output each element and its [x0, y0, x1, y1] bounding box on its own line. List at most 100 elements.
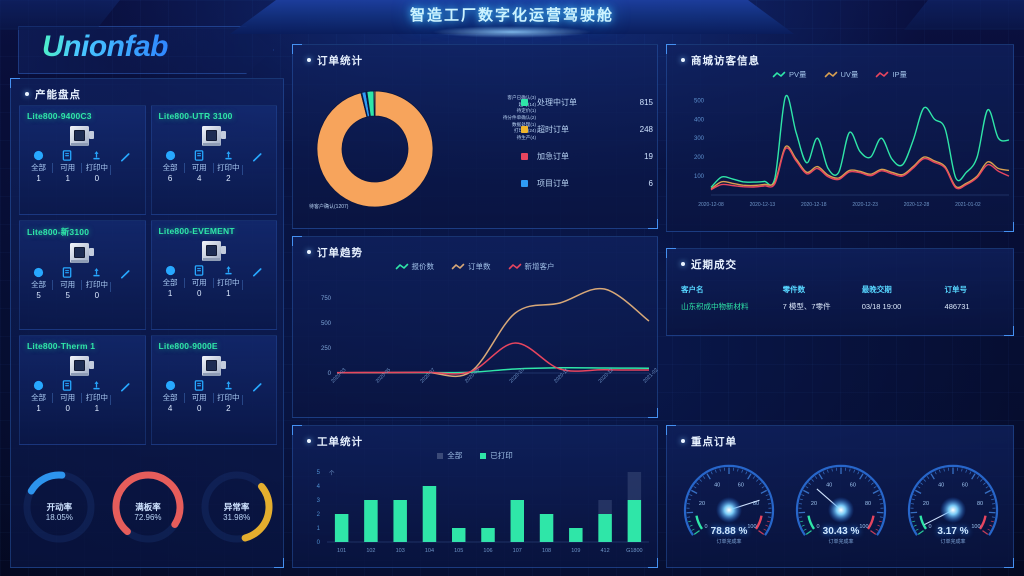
gauge-tick — [939, 469, 941, 473]
stat-all: 全部 6 — [156, 150, 185, 183]
gauge-tick — [688, 520, 692, 523]
bar-printed[interactable] — [393, 500, 407, 542]
stat-printing-label: 打印中 — [85, 280, 109, 289]
machine-card[interactable]: Lite800-9400C3 全部 1 可用 1 打印中 0 — [19, 105, 146, 215]
y-tick-label: 4 — [317, 484, 321, 490]
machine-card[interactable]: Lite800-Therm 1 全部 1 可用 0 打印中 1 — [19, 335, 146, 445]
gauge-tick — [747, 473, 752, 480]
stat-all-value: 4 — [167, 404, 173, 413]
bar-printed[interactable] — [569, 528, 583, 542]
printing-icon — [93, 268, 100, 277]
legend-item[interactable]: PV量 — [772, 69, 807, 80]
y-tick-label: 3 — [317, 498, 321, 504]
gauge-tick — [689, 494, 693, 497]
order-donut-chart: 客户已确认(3)超时(14)待定价(1)待分件单确认(2)数据处理(1)打印中(… — [303, 71, 536, 226]
gauge-tick — [818, 473, 823, 480]
ring-gauge-svg — [112, 471, 184, 543]
gauge-tick — [857, 471, 860, 475]
visitor-line-UV量 — [710, 145, 1010, 190]
bar-printed[interactable] — [364, 500, 378, 542]
bar-printed[interactable] — [451, 528, 466, 542]
trend-icon — [121, 153, 130, 162]
legend-row[interactable]: 加急订单 19 — [521, 143, 653, 170]
ring-gauge-value: 72.96% — [134, 513, 162, 522]
bar-printed[interactable] — [598, 514, 612, 542]
gauge-tick — [917, 486, 921, 489]
stat-all-value: 1 — [36, 174, 41, 183]
gauge-tick — [758, 530, 765, 535]
gauge-tick — [765, 494, 769, 497]
gauge-min-label: 0 — [705, 524, 708, 530]
x-tick-label: G1800 — [626, 548, 643, 554]
legend-row[interactable]: 项目订单 6 — [521, 170, 653, 197]
ring-gauge-label: 异常率 — [223, 502, 250, 512]
legend-row[interactable]: 处理中订单 815 — [521, 89, 653, 116]
donut-slice[interactable] — [373, 90, 376, 117]
gauge-tick — [687, 498, 691, 501]
x-tick-label: 2020-12-08 — [698, 202, 724, 208]
legend-swatch — [521, 99, 528, 106]
gauge-tick — [976, 476, 980, 479]
stat-printing-label: 打印中 — [85, 163, 109, 172]
gauge-tick — [803, 489, 810, 494]
legend-item[interactable]: 报价数 — [395, 261, 435, 272]
gauge-tick — [767, 516, 771, 518]
gauge-tick — [870, 530, 877, 535]
stat-available-value: 0 — [65, 404, 70, 413]
legend-row[interactable]: 超时订单 248 — [521, 116, 653, 143]
bar-printed[interactable] — [422, 486, 437, 542]
logo-text: Unionfab — [42, 30, 168, 63]
x-tick-label: 103 — [396, 548, 405, 554]
machine-card[interactable]: Lite800-9000E 全部 4 可用 0 打印中 2 — [150, 335, 277, 445]
stat-all: 全部 5 — [24, 267, 53, 300]
legend-label: 新增客户 — [524, 262, 555, 271]
all-icon — [165, 380, 175, 391]
x-tick-label: 107 — [513, 548, 522, 554]
machine-grid: Lite800-9400C3 全部 1 可用 1 打印中 0 Lite800-U… — [19, 105, 277, 445]
legend-item[interactable]: 订单数 — [451, 261, 491, 272]
y-tick-label: 250 — [321, 346, 332, 352]
machine-name: Lite800-Therm 1 — [27, 341, 96, 351]
gauge-tick — [766, 520, 770, 523]
gauge-min-label: 0 — [929, 524, 932, 530]
panel-visitors-title: 商城访客信息 — [681, 53, 760, 68]
legend-item[interactable]: UV量 — [824, 69, 858, 80]
gauge-tick — [853, 469, 855, 473]
stat-printing: 打印中 2 — [212, 380, 243, 413]
gauge-tick — [913, 494, 917, 497]
machine-card[interactable]: Lite800-UTR 3100 全部 6 可用 4 打印中 2 — [150, 105, 277, 215]
legend-item[interactable]: 全部 — [437, 450, 462, 461]
bar-printed[interactable] — [334, 514, 349, 542]
legend-label: 报价数 — [411, 262, 435, 271]
gauge-max-label: 100 — [859, 524, 868, 530]
donut-slice[interactable] — [316, 90, 434, 208]
machine-card[interactable]: Lite800-EVEMENT 全部 1 可用 0 打印中 1 — [150, 220, 277, 330]
machine-card[interactable]: Lite800-新3100 全部 5 可用 5 打印中 0 — [19, 220, 146, 330]
panel-order-trend-title: 订单趋势 — [307, 245, 363, 260]
stat-available-label: 可用 — [191, 278, 207, 287]
bar-printed[interactable] — [539, 514, 554, 542]
stat-printing: 打印中 1 — [212, 265, 243, 298]
bar-printed[interactable] — [627, 500, 642, 542]
bar-printed[interactable] — [481, 528, 495, 542]
gauge-hub — [828, 497, 854, 523]
gauge-tick — [991, 498, 995, 501]
gauge-tick — [917, 530, 924, 535]
y-tick-label: 0 — [328, 371, 332, 377]
stat-printing: 打印中 0 — [81, 267, 111, 300]
bar-printed[interactable] — [510, 500, 525, 542]
table-row[interactable]: 山东积成中物新材料 7 模型、7零件 03/18 19:00 486731 — [681, 298, 1001, 315]
legend-item[interactable]: 已打印 — [480, 450, 513, 461]
y-tick-label: 500 — [694, 98, 705, 104]
gauge-scale-label: 80 — [977, 501, 983, 507]
machine-name: Lite800-EVEMENT — [158, 226, 235, 236]
legend-item[interactable]: 新增客户 — [508, 261, 555, 272]
gauge-zone-red — [866, 515, 875, 530]
legend-item[interactable]: IP量 — [876, 69, 907, 80]
available-icon — [62, 150, 72, 161]
gauge-zone-green — [695, 515, 704, 530]
gauge-value: 30.43 % — [822, 526, 860, 537]
stat-available-label: 可用 — [60, 163, 76, 172]
stat-available-value: 0 — [196, 289, 202, 298]
donut-callout: 打印中(24) — [421, 128, 536, 135]
